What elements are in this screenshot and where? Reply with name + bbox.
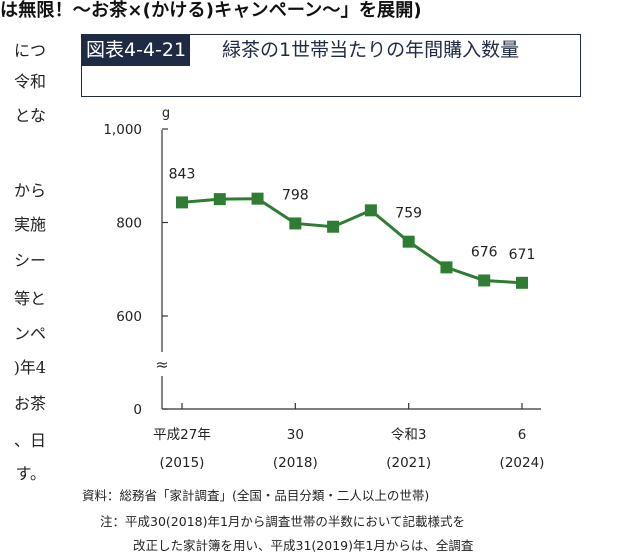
y-tick-label: 1,000	[103, 122, 142, 138]
data-point-marker	[440, 261, 453, 274]
x-tick-sublabel: (2024)	[500, 455, 545, 471]
footnote-line: 改正した家計簿を用い、平成31(2019)年1月からは、全調査	[133, 538, 474, 553]
series-line	[181, 197, 523, 285]
x-tick-label: 平成27年	[153, 427, 211, 443]
body-text-line: 実施	[13, 215, 46, 234]
y-axis-unit-label: g	[162, 106, 170, 121]
data-point-marker	[478, 274, 491, 287]
x-tick-sublabel: (2015)	[160, 455, 205, 471]
data-label: 843	[169, 166, 196, 182]
data-label: 671	[509, 247, 536, 263]
x-tick-label: 令和3	[391, 427, 427, 443]
y-tick-label: 800	[116, 216, 142, 232]
body-text-line: ンペ	[13, 324, 46, 343]
section-heading: は無限！～お茶×(かける)キャンペーン～」を展開)	[0, 0, 422, 21]
y-tick-label: 0	[133, 402, 142, 418]
data-point-marker	[516, 276, 528, 289]
body-text-line: 等と	[13, 289, 46, 308]
body-text-line: とな	[14, 106, 46, 125]
body-text-line: 、日	[13, 431, 46, 450]
body-text-line: す。	[15, 464, 46, 483]
body-text-line: シー	[13, 251, 46, 270]
footnote-line: 注：平成30(2018)年1月から調査世帯の半数において記載様式を	[100, 514, 466, 529]
body-text-line: )年4	[13, 358, 46, 377]
data-point-marker	[251, 192, 264, 205]
data-point-marker	[213, 193, 226, 206]
data-point-marker	[176, 196, 188, 209]
data-label: 759	[395, 206, 422, 222]
data-point-marker	[364, 204, 377, 217]
line-chart: g ≈ 0 600 800 1,000 平成27年 (2015) 30 (2018) 令和3 (…	[103, 106, 545, 471]
data-point-marker	[289, 217, 302, 230]
data-point-marker	[402, 235, 415, 248]
y-tick-label: 600	[116, 309, 142, 325]
x-tick-sublabel: (2021)	[386, 455, 431, 471]
figure-title: 緑茶の1世帯当たりの年間購入数量	[222, 39, 520, 61]
body-text-line: につ	[13, 41, 46, 60]
x-tick-sublabel: (2018)	[273, 455, 318, 471]
body-text-line: お茶	[13, 394, 46, 413]
body-text-line: から	[13, 181, 46, 200]
x-tick-label: 30	[287, 427, 304, 443]
data-point-marker	[327, 220, 340, 233]
x-tick-label: 6	[518, 427, 527, 443]
figure-title-box: 図表4-4-21 緑茶の1世帯当たりの年間購入数量	[81, 34, 581, 97]
axis-break-marker: ≈	[155, 355, 168, 374]
data-label: 798	[282, 187, 309, 203]
body-text-line: 令和	[13, 72, 46, 91]
data-label: 676	[471, 244, 498, 260]
source-note: 資料：総務省「家計調査」(全国・品目分類・二人以上の世帯)	[82, 488, 430, 503]
figure-number: 図表4-4-21	[82, 35, 191, 66]
body-text-column: につ 令和 とな から 実施 シー 等と ンペ )年4 お茶 、日 す。	[0, 0, 52, 556]
